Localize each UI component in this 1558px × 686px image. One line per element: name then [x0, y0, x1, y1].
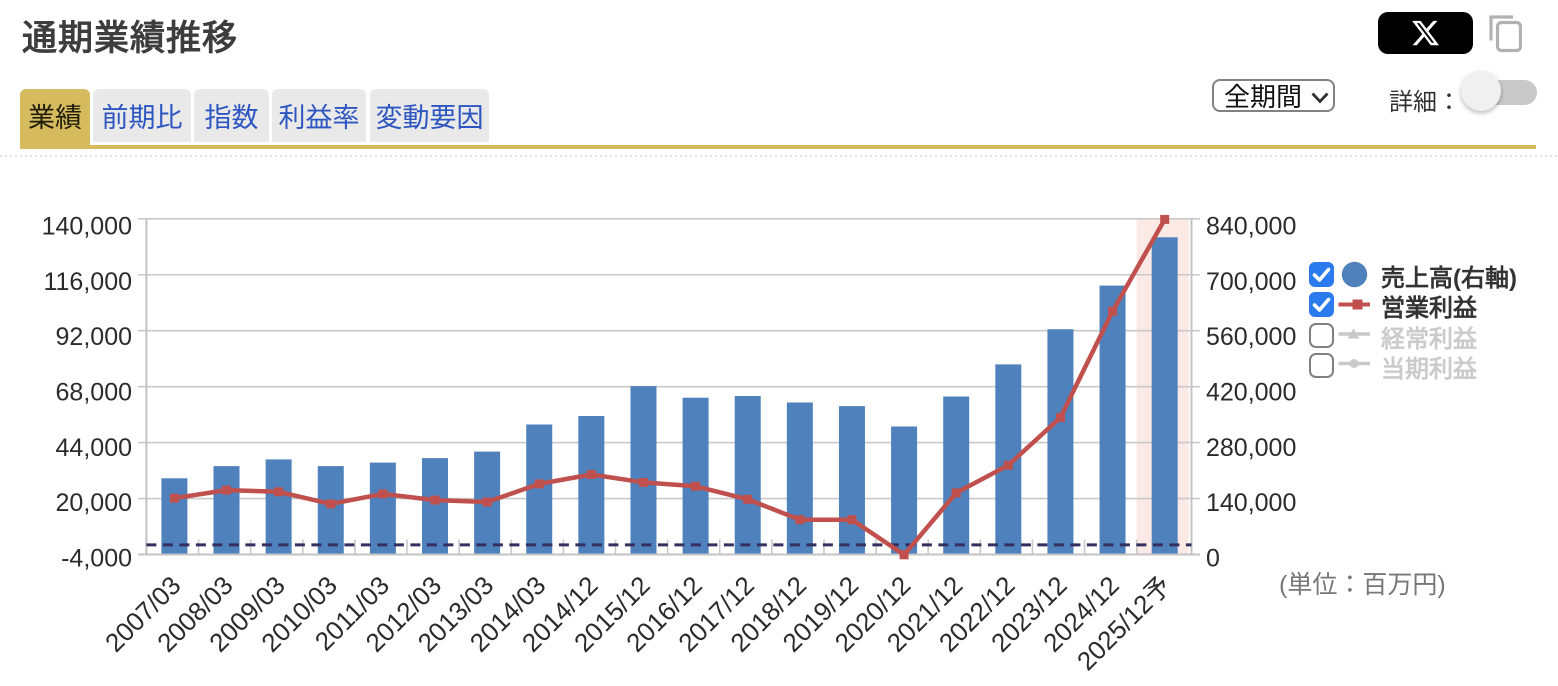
- svg-text:700,000: 700,000: [1206, 268, 1296, 296]
- svg-text:140,000: 140,000: [1206, 489, 1296, 517]
- svg-text:560,000: 560,000: [1206, 323, 1296, 351]
- svg-text:116,000: 116,000: [43, 268, 132, 296]
- svg-text:44,000: 44,000: [56, 434, 132, 462]
- svg-text:-4,000: -4,000: [61, 544, 132, 572]
- svg-text:840,000: 840,000: [1206, 213, 1296, 241]
- svg-text:92,000: 92,000: [56, 323, 132, 351]
- svg-text:420,000: 420,000: [1206, 379, 1296, 407]
- svg-text:280,000: 280,000: [1206, 434, 1296, 462]
- svg-text:20,000: 20,000: [56, 489, 132, 517]
- svg-text:140,000: 140,000: [42, 213, 132, 241]
- svg-text:0: 0: [1206, 544, 1220, 572]
- svg-text:68,000: 68,000: [56, 379, 132, 407]
